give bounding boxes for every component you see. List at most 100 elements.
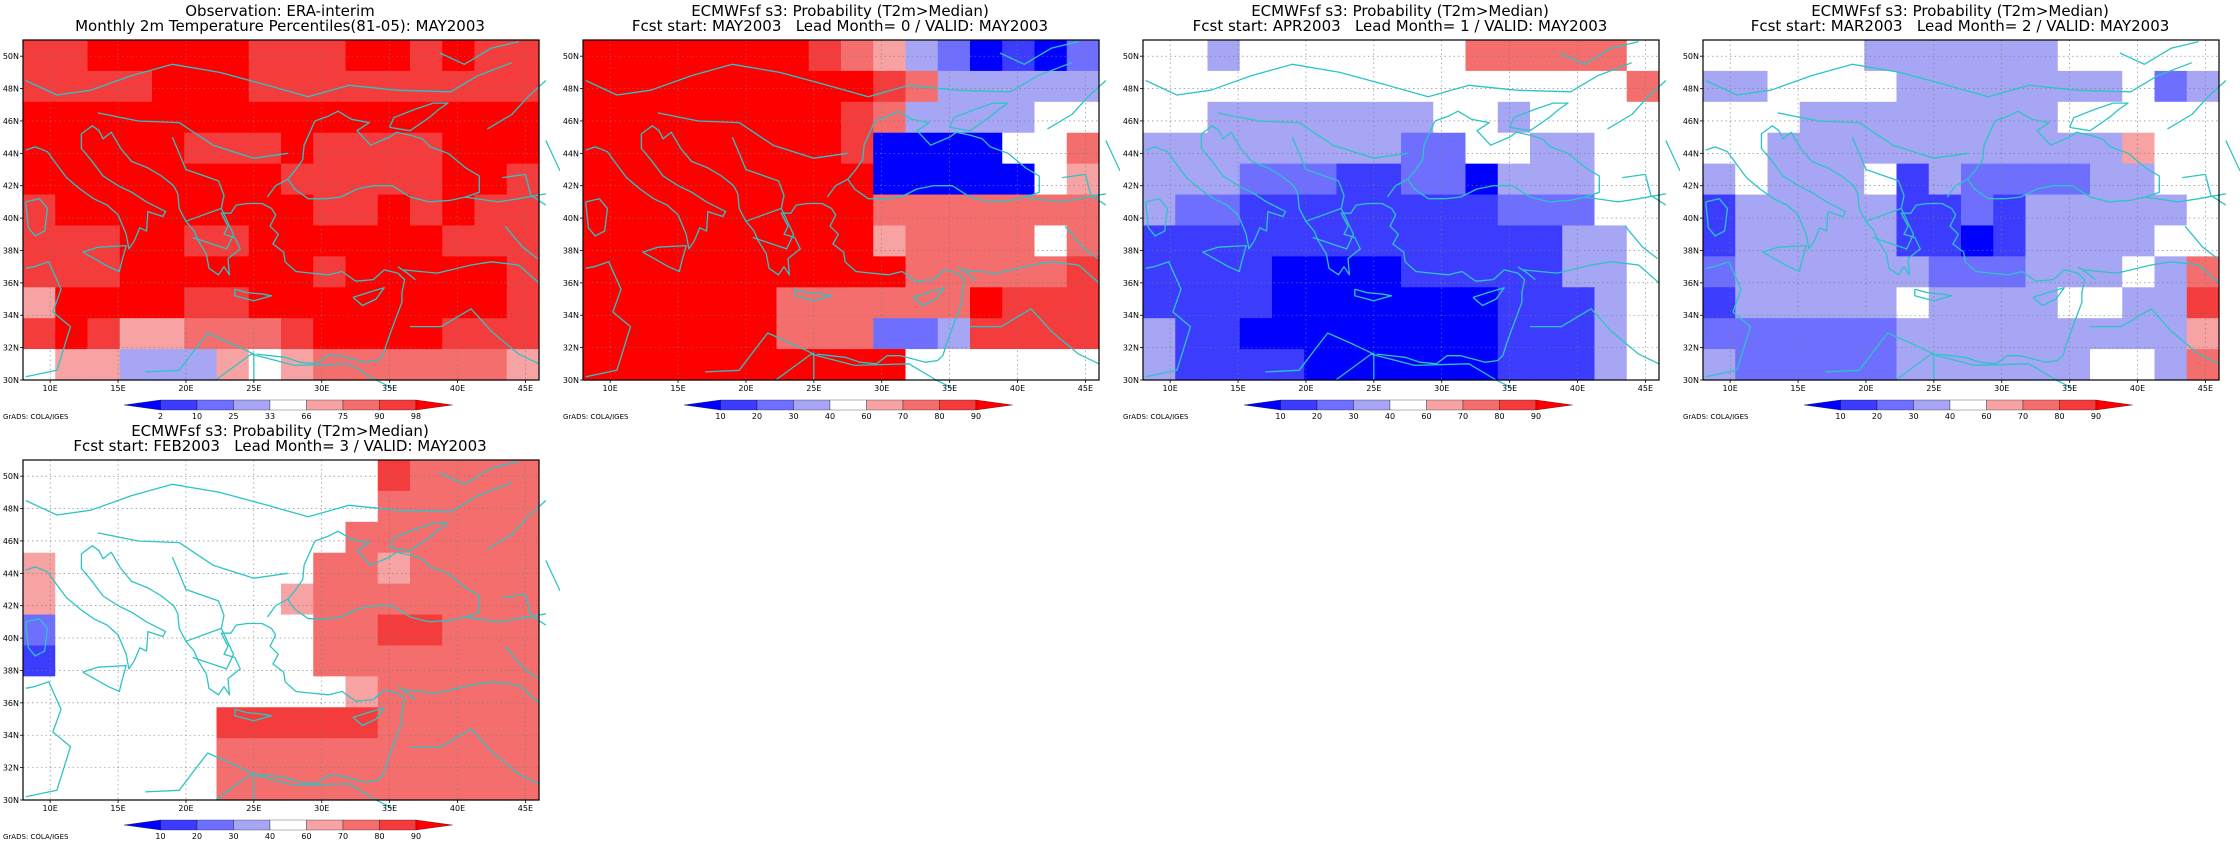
coastline xyxy=(266,598,289,618)
grid-cell xyxy=(1562,132,1596,165)
grid-cell xyxy=(1433,132,1467,165)
grid-cell xyxy=(1497,132,1531,165)
grid-cell xyxy=(1928,101,1962,134)
grid-cell xyxy=(184,287,218,319)
coastline xyxy=(1825,332,1935,373)
colorbar-label: 98 xyxy=(411,412,421,420)
grid-cell xyxy=(1368,287,1402,319)
grid-cell xyxy=(1928,132,1962,165)
grid-cell xyxy=(1207,194,1241,227)
grid-cell xyxy=(1735,132,1769,165)
colorbar-swatch xyxy=(1280,399,1318,411)
grid-cell xyxy=(2122,225,2156,257)
lon-tick-label: 10E xyxy=(603,384,618,393)
grid-cell xyxy=(87,490,121,523)
grid-cell xyxy=(410,769,443,801)
coastline xyxy=(963,261,1100,284)
grid-cell xyxy=(712,318,745,350)
grid-cell xyxy=(377,70,411,103)
lon-tick-label: 20E xyxy=(178,384,193,393)
grid-cell xyxy=(776,225,810,257)
lon-tick-label: 20E xyxy=(738,384,753,393)
grid-cell xyxy=(647,163,681,196)
grid-cell xyxy=(1703,40,1736,72)
grid-cell xyxy=(1368,132,1402,165)
coastline xyxy=(1665,140,1680,172)
coastline xyxy=(185,207,235,250)
coastline xyxy=(745,207,795,250)
grid-cell xyxy=(2090,225,2123,257)
map-canvas: 10E 15E 20E 25E 30E 35E 40E 45E 30N 32N 34N 36N 38N 4… xyxy=(1123,39,1680,420)
grid-cell xyxy=(808,132,842,165)
grid-cell xyxy=(248,707,282,739)
lat-tick-label: 38N xyxy=(3,666,19,675)
grid-cell xyxy=(2186,101,2220,134)
grid-cell xyxy=(184,349,218,381)
grid-cell xyxy=(1207,256,1241,288)
coastline xyxy=(545,560,560,592)
coastline xyxy=(25,198,49,237)
grid-cell xyxy=(506,583,540,616)
grid-cell xyxy=(2154,225,2188,257)
grid-cell xyxy=(2186,225,2220,257)
grid-cell xyxy=(583,40,616,72)
graticule xyxy=(23,460,539,801)
grid-cell xyxy=(744,225,778,257)
grid-cell xyxy=(2090,349,2123,381)
grid-cell xyxy=(615,70,649,103)
colorbar-swatch xyxy=(160,399,198,411)
coastline xyxy=(25,681,72,798)
grid-cell xyxy=(377,132,411,165)
coastline xyxy=(585,198,609,237)
grid-cell xyxy=(1175,287,1209,319)
lat-tick-label: 46N xyxy=(3,117,19,126)
grid-cell xyxy=(313,521,347,554)
grid-cell xyxy=(23,225,56,257)
grid-cell xyxy=(119,552,153,585)
grid-cell xyxy=(1465,287,1499,319)
plot-frame xyxy=(1702,39,2220,381)
grid-cell xyxy=(744,40,778,72)
grid-cell xyxy=(152,490,185,523)
grid-cell xyxy=(248,552,282,585)
grid-cell xyxy=(937,225,971,257)
grid-cell xyxy=(970,132,1003,165)
colorbar-swatch xyxy=(1986,399,2024,411)
colorbar-swatch xyxy=(1840,399,1878,411)
grid-cell xyxy=(23,287,56,319)
coastline xyxy=(642,244,687,273)
grid-cell xyxy=(152,287,185,319)
grid-cell xyxy=(152,583,185,616)
grid-cell xyxy=(506,225,540,257)
lon-tick-label: 15E xyxy=(670,384,685,393)
grid-cell xyxy=(55,287,89,319)
grid-cell xyxy=(2090,70,2123,103)
coastline xyxy=(1622,173,1667,206)
grid-cell xyxy=(184,40,218,72)
coastline xyxy=(25,482,513,518)
coastline xyxy=(397,686,416,701)
grid-cell xyxy=(87,194,121,227)
grid-cell xyxy=(410,318,443,350)
grid-cell xyxy=(1530,318,1563,350)
grid-cell xyxy=(776,40,810,72)
coastline xyxy=(410,308,540,365)
grid-cell xyxy=(1066,40,1100,72)
grid-cell xyxy=(1767,194,1801,227)
grid-cell xyxy=(2025,194,2059,227)
coastline xyxy=(1064,225,1098,260)
grid-cell xyxy=(2057,287,2091,319)
grid-cell xyxy=(2186,163,2220,196)
grid-cell xyxy=(679,70,713,103)
lat-tick-label: 36N xyxy=(563,279,579,288)
grid-cell xyxy=(377,460,411,492)
grid-cell xyxy=(506,349,540,381)
grid-cell xyxy=(1034,318,1068,350)
grid-cell xyxy=(474,676,508,708)
grid-cell xyxy=(1401,132,1434,165)
grid-cell xyxy=(615,318,649,350)
panel-title-line1: ECMWFsf s3: Probability (T2m>Median) xyxy=(131,422,429,440)
coastline xyxy=(352,287,385,307)
grid-cell xyxy=(1465,225,1499,257)
grid-cell xyxy=(1336,225,1370,257)
